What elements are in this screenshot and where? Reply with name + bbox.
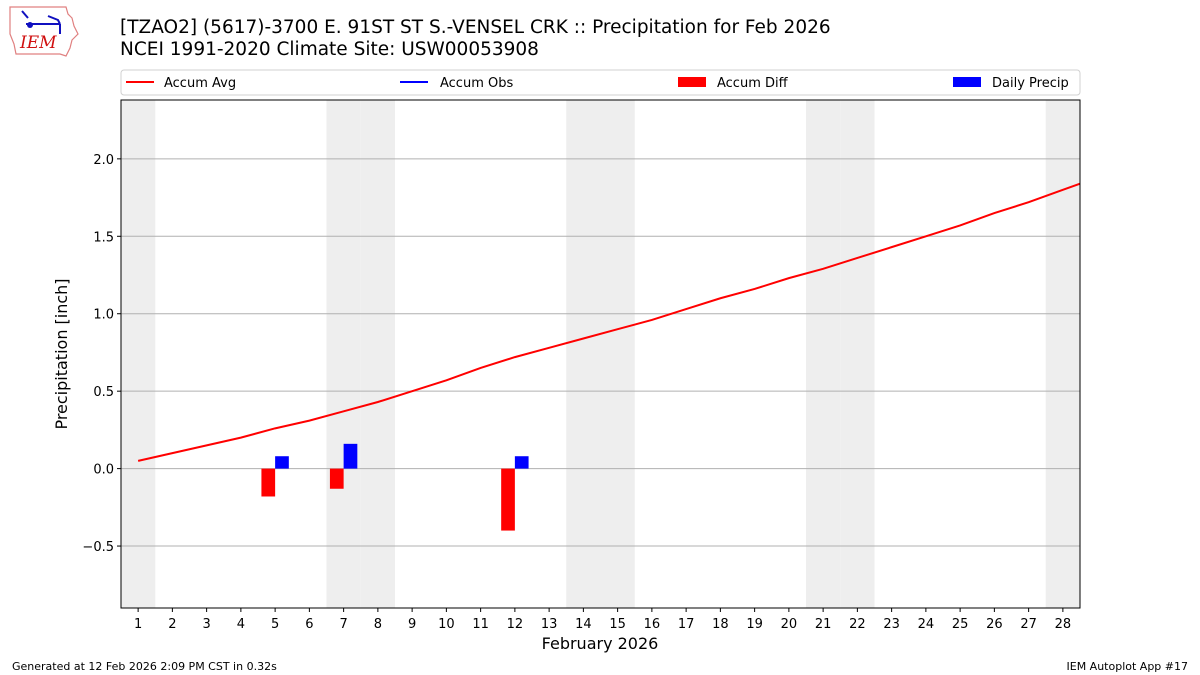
x-tick-label: 15 — [609, 617, 626, 632]
weekend-shade — [600, 100, 635, 608]
x-tick-label: 27 — [1020, 617, 1037, 632]
x-tick-label: 22 — [849, 617, 866, 632]
y-axis-label: Precipitation [inch] — [52, 278, 71, 429]
x-tick-label: 23 — [883, 617, 900, 632]
title-line-1: [TZAO2] (5617)-3700 E. 91ST ST S.-VENSEL… — [120, 17, 831, 38]
x-tick-label: 4 — [237, 617, 245, 632]
x-tick-label: 20 — [781, 617, 798, 632]
accum-avg-line — [137, 182, 1080, 462]
x-tick-label: 18 — [712, 617, 729, 632]
plot-frame — [120, 99, 1081, 609]
footer-app: IEM Autoplot App #17 — [1066, 660, 1189, 673]
legend-label: Daily Precip — [992, 76, 1069, 91]
y-tick-label: 2.0 — [93, 153, 114, 168]
x-axis-label: February 2026 — [542, 634, 659, 653]
title-line-2: NCEI 1991-2020 Climate Site: USW00053908 — [120, 39, 539, 60]
x-tick-label: 28 — [1055, 617, 1072, 632]
legend-label: Accum Obs — [440, 76, 513, 91]
x-tick-label: 2 — [168, 617, 176, 632]
chart-title: [TZAO2] (5617)-3700 E. 91ST ST S.-VENSEL… — [120, 17, 831, 61]
legend-label: Accum Avg — [164, 76, 236, 91]
legend-label: Accum Diff — [717, 76, 789, 91]
weekend-shade — [326, 100, 361, 608]
x-tick-label: 13 — [541, 617, 558, 632]
x-tick-label: 21 — [815, 617, 832, 632]
x-tick-label: 26 — [986, 617, 1003, 632]
accum-diff-bar — [329, 468, 344, 489]
legend-swatch-bar — [678, 77, 706, 87]
daily-precip-bar — [514, 456, 529, 469]
x-tick-label: 8 — [374, 617, 382, 632]
x-tick-label: 9 — [408, 617, 416, 632]
daily-precip-bar — [275, 456, 289, 469]
legend-box — [120, 69, 1081, 96]
x-tick-label: 16 — [644, 617, 661, 632]
weekend-shade — [840, 100, 875, 608]
y-tick-label: 1.5 — [93, 230, 114, 245]
iem-logo: IEM — [6, 4, 80, 62]
x-tick-label: 19 — [746, 617, 763, 632]
accum-diff-bar — [501, 468, 515, 531]
footer-generated: Generated at 12 Feb 2026 2:09 PM CST in … — [12, 660, 277, 673]
x-tick-label: 14 — [575, 617, 592, 632]
x-tick-label: 24 — [918, 617, 935, 632]
logo-text: IEM — [19, 33, 57, 53]
x-tick-label: 12 — [507, 617, 524, 632]
accum-diff-bar — [261, 468, 276, 497]
x-tick-label: 17 — [678, 617, 695, 632]
legend: Accum Avg Accum Obs Accum Diff Daily Precip — [120, 69, 1081, 96]
weekend-shade — [806, 100, 841, 608]
y-tick-label: 1.0 — [93, 308, 114, 323]
weekend-shade — [360, 100, 395, 608]
y-tick-label: −0.5 — [82, 540, 114, 555]
weekend-shade — [1045, 100, 1080, 608]
x-tick-label: 10 — [438, 617, 455, 632]
x-tick-label: 11 — [472, 617, 489, 632]
x-tick-label: 6 — [305, 617, 313, 632]
x-tick-label: 3 — [202, 617, 210, 632]
y-tick-label: 0.0 — [93, 463, 114, 478]
y-tick-label: 0.5 — [93, 385, 114, 400]
daily-precip-bar — [343, 443, 358, 469]
legend-swatch-bar — [953, 77, 981, 87]
weekend-shade — [566, 100, 601, 608]
weekend-shade — [121, 100, 156, 608]
x-tick-label: 25 — [952, 617, 969, 632]
x-tick-label: 1 — [134, 617, 142, 632]
x-tick-label: 5 — [271, 617, 279, 632]
x-tick-label: 7 — [339, 617, 347, 632]
